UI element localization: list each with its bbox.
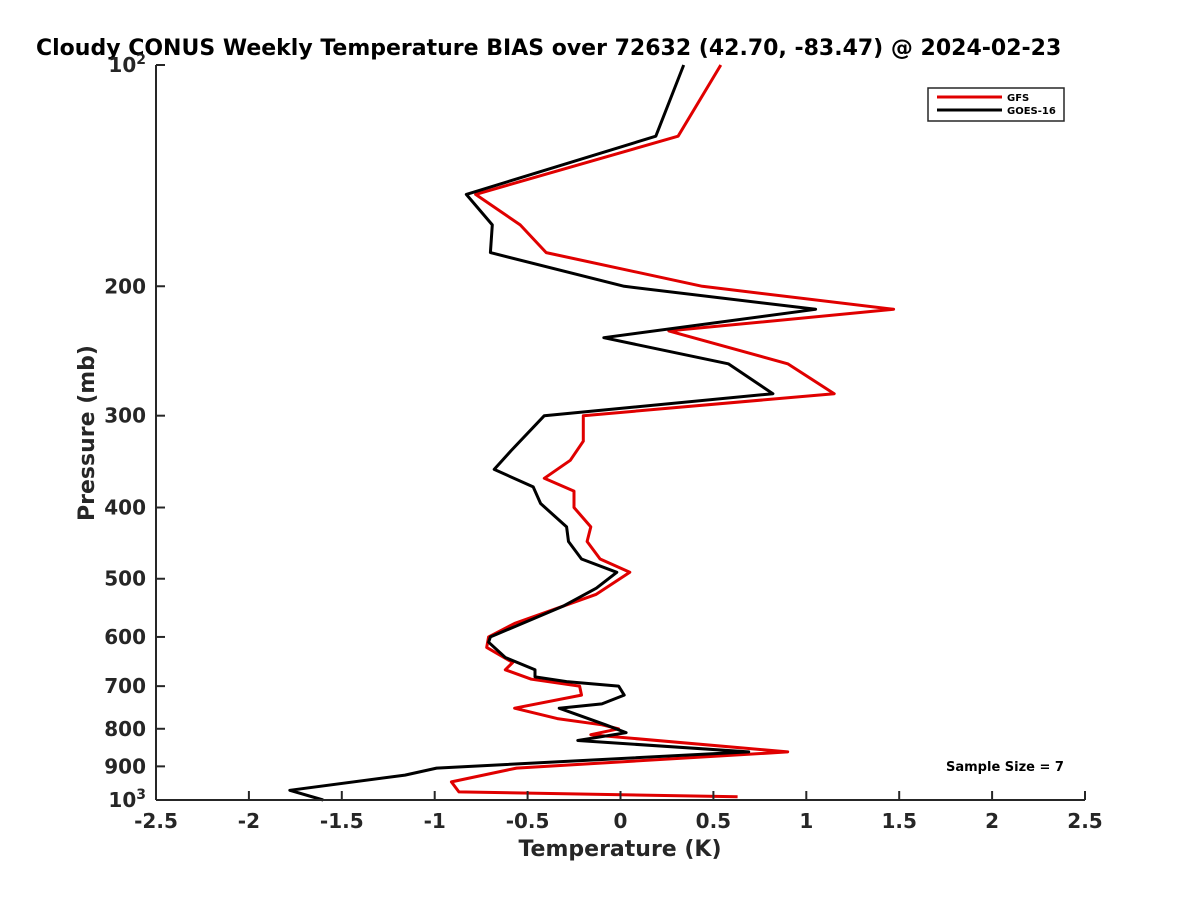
x-tick-label: 0 — [614, 809, 628, 833]
x-tick-label: -0.5 — [506, 809, 550, 833]
chart-title: Cloudy CONUS Weekly Temperature BIAS ove… — [36, 36, 1061, 61]
y-axis-label: Pressure (mb) — [75, 345, 100, 521]
y-tick-label: 200 — [104, 274, 146, 298]
series-line-gfs — [449, 64, 896, 799]
series-line-goes-16 — [288, 64, 818, 802]
y-tick-label: 102 — [108, 52, 146, 77]
y-tick-label: 300 — [104, 404, 146, 428]
series-layer — [288, 64, 896, 802]
y-tick-label: 500 — [104, 567, 146, 591]
y-ticks: 102 200 300 400 500 600 700 800 900 103 — [104, 52, 165, 812]
x-tick-label: -2.5 — [134, 809, 178, 833]
y-tick-label: 800 — [104, 717, 146, 741]
y-tick-label: 400 — [104, 496, 146, 520]
legend-box — [927, 87, 1065, 122]
x-tick-label: 2.5 — [1067, 809, 1102, 833]
legend-label: GOES-16 — [1007, 106, 1056, 117]
y-tick-label: 103 — [108, 787, 146, 812]
x-tick-label: 0.5 — [696, 809, 731, 833]
y-tick-label: 900 — [104, 754, 146, 778]
legend-label: GFS — [1007, 93, 1029, 104]
y-tick-label: 700 — [104, 674, 146, 698]
x-tick-label: -2 — [238, 809, 260, 833]
x-axis-label: Temperature (K) — [518, 837, 721, 862]
y-tick-label: 600 — [104, 625, 146, 649]
x-tick-label: 2 — [985, 809, 999, 833]
legend: GFS GOES-16 — [927, 87, 1065, 122]
x-ticks: -2.5 -2 -1.5 -1 -0.5 0 0.5 1 1.5 2 2.5 — [134, 791, 1103, 833]
x-tick-label: 1.5 — [881, 809, 916, 833]
x-tick-label: -1 — [424, 809, 446, 833]
sample-size-annotation: Sample Size = 7 — [946, 760, 1064, 775]
x-tick-label: 1 — [799, 809, 813, 833]
x-tick-label: -1.5 — [320, 809, 364, 833]
